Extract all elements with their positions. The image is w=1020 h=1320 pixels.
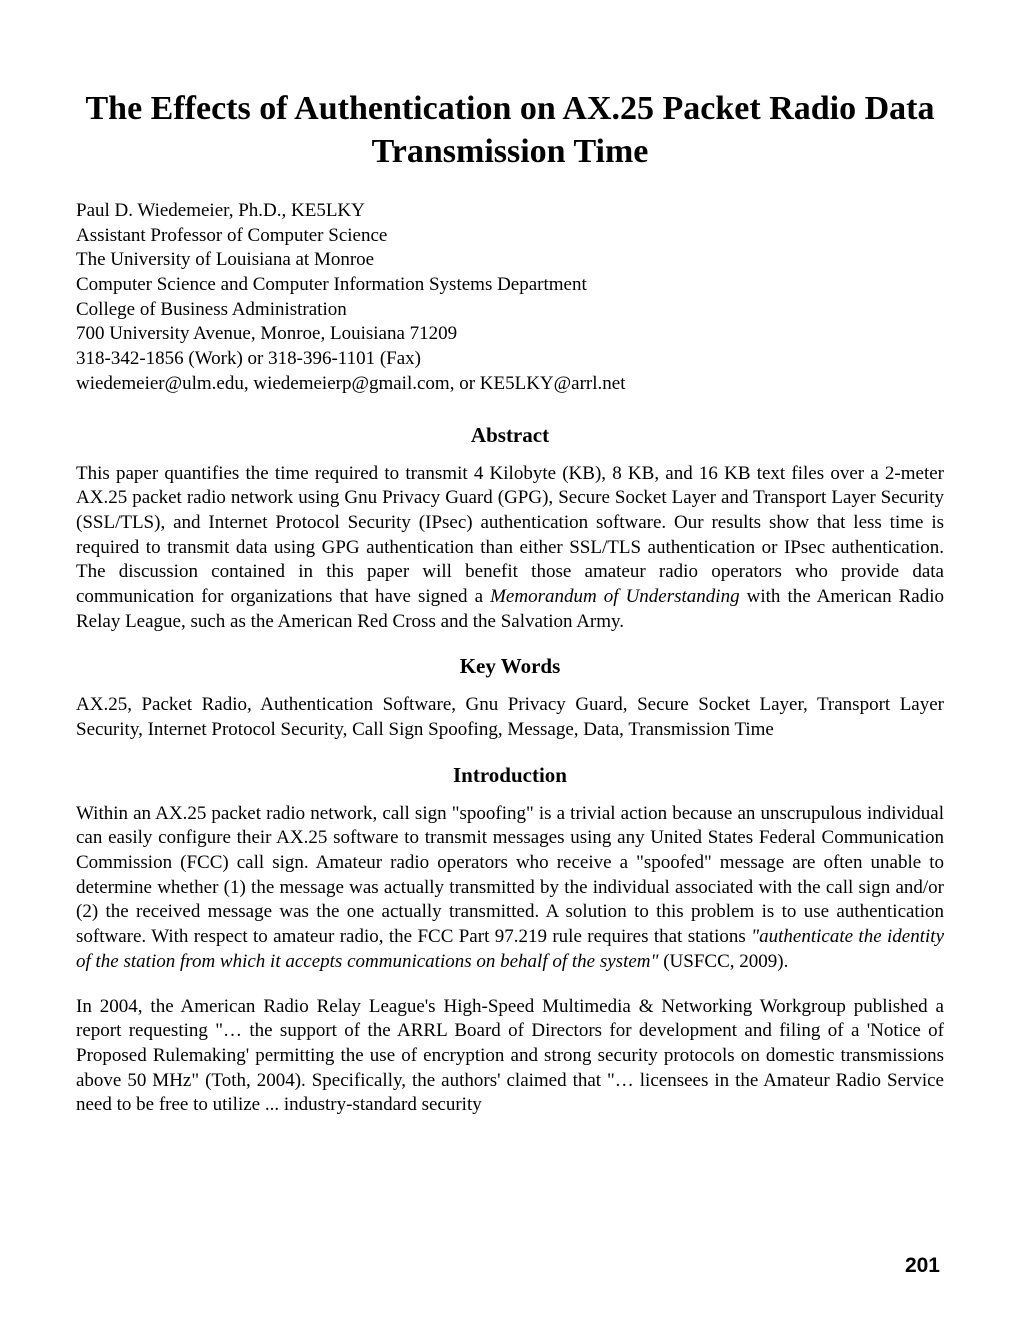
keywords-heading: Key Words bbox=[76, 654, 944, 679]
keywords-text: AX.25, Packet Radio, Authentication Soft… bbox=[76, 693, 944, 742]
author-title: Assistant Professor of Computer Science bbox=[76, 224, 944, 249]
intro-paragraph-2: In 2004, the American Radio Relay League… bbox=[76, 995, 944, 1118]
abstract-italic: Memorandum of Understanding bbox=[490, 586, 739, 607]
intro-paragraph-1: Within an AX.25 packet radio network, ca… bbox=[76, 802, 944, 975]
author-college: College of Business Administration bbox=[76, 298, 944, 323]
author-department: Computer Science and Computer Informatio… bbox=[76, 273, 944, 298]
introduction-heading: Introduction bbox=[76, 763, 944, 788]
author-address: 700 University Avenue, Monroe, Louisiana… bbox=[76, 322, 944, 347]
intro-p1-post: (USFCC, 2009). bbox=[658, 951, 788, 972]
abstract-text: This paper quantifies the time required … bbox=[76, 462, 944, 635]
page-number: 201 bbox=[905, 1254, 940, 1278]
abstract-heading: Abstract bbox=[76, 423, 944, 448]
author-phone: 318-342-1856 (Work) or 318-396-1101 (Fax… bbox=[76, 347, 944, 372]
author-block: Paul D. Wiedemeier, Ph.D., KE5LKY Assist… bbox=[76, 199, 944, 397]
author-email: wiedemeier@ulm.edu, wiedemeierp@gmail.co… bbox=[76, 372, 944, 397]
paper-title: The Effects of Authentication on AX.25 P… bbox=[76, 88, 944, 173]
author-name: Paul D. Wiedemeier, Ph.D., KE5LKY bbox=[76, 199, 944, 224]
author-university: The University of Louisiana at Monroe bbox=[76, 248, 944, 273]
